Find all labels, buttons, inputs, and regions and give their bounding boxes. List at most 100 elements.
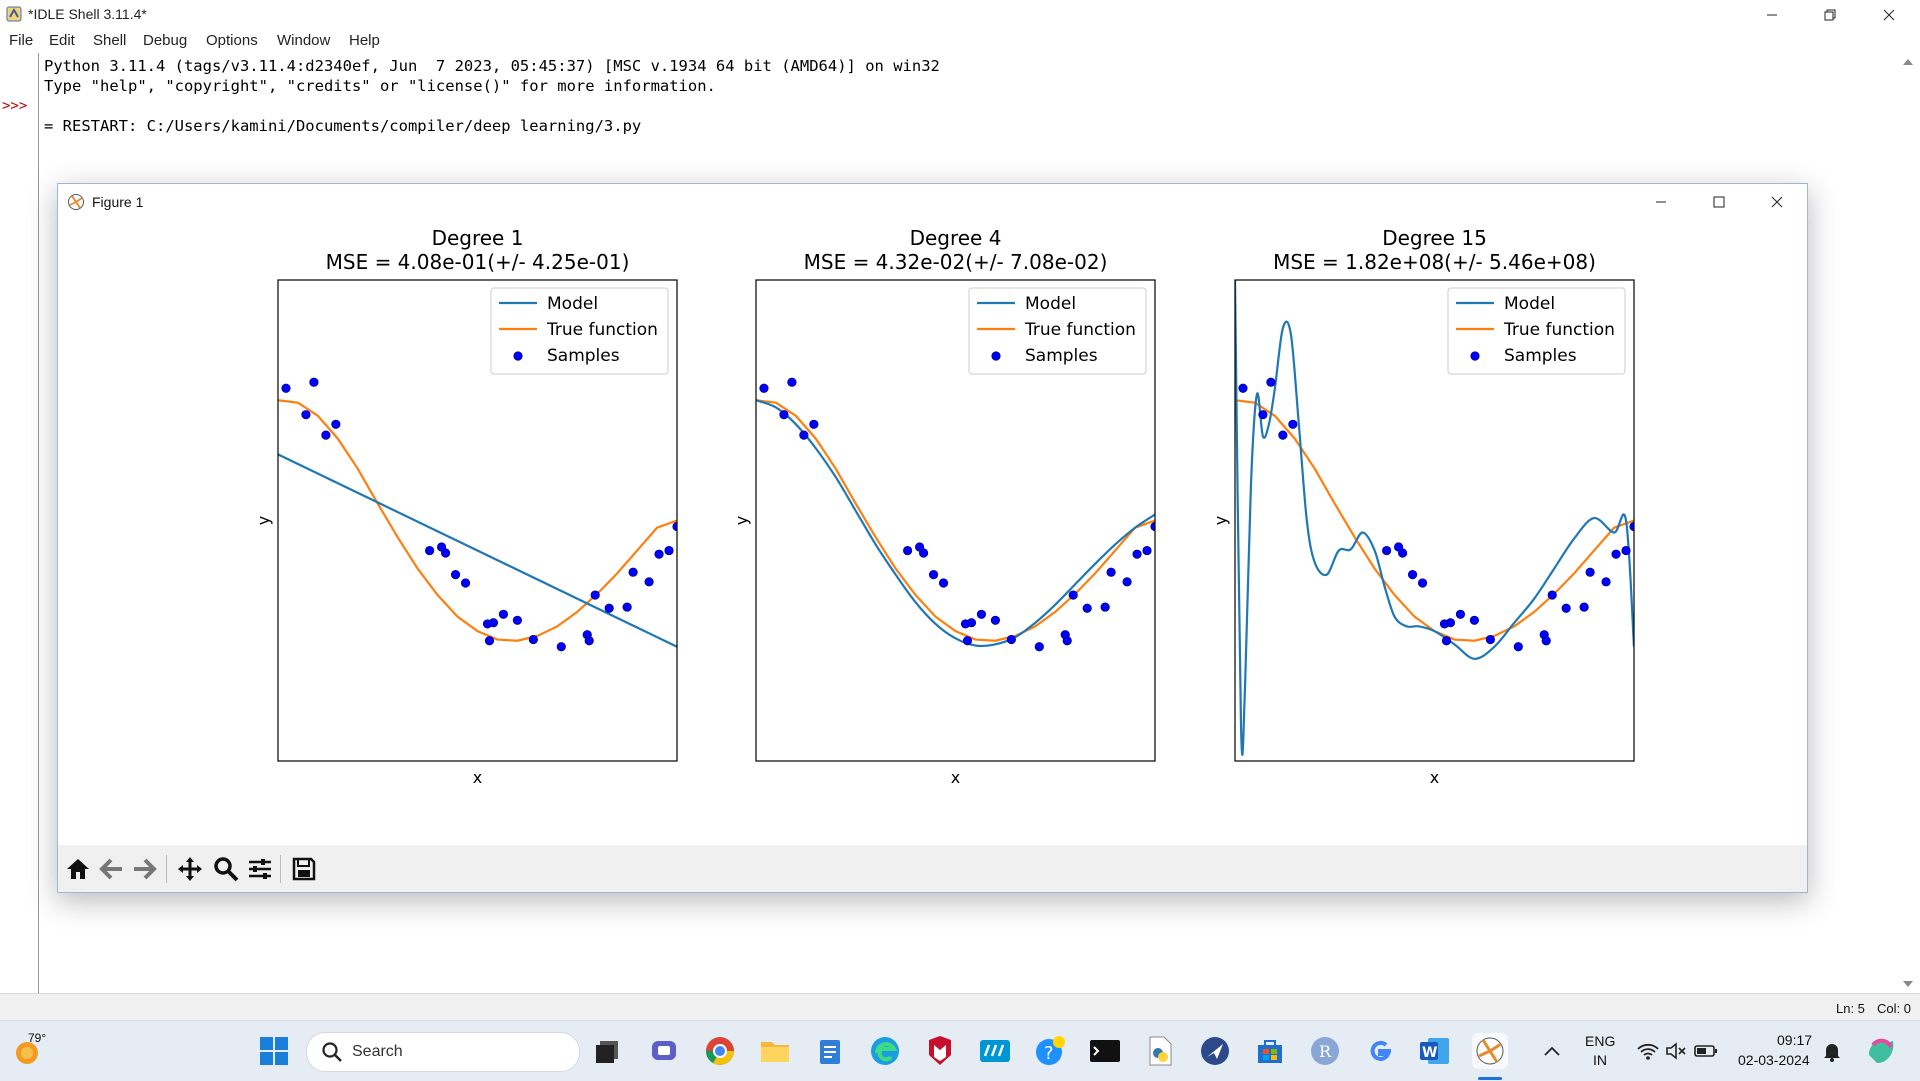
sample-point xyxy=(1601,577,1611,587)
sample-point xyxy=(440,548,451,558)
volume-muted-icon[interactable] xyxy=(1662,1033,1690,1069)
file-explorer-icon[interactable] xyxy=(757,1033,793,1069)
sample-point xyxy=(331,419,341,429)
terminal-icon[interactable] xyxy=(1087,1033,1123,1069)
sample-point xyxy=(1068,590,1078,600)
notification-bell-icon[interactable] xyxy=(1817,1033,1847,1069)
sample-point xyxy=(604,603,614,613)
menu-file[interactable]: File xyxy=(9,32,34,49)
clock-date[interactable]: 02-03-2024 xyxy=(1738,1052,1810,1068)
show-hidden-icons-chevron-icon[interactable] xyxy=(1534,1033,1570,1069)
sample-point xyxy=(799,430,809,440)
help-icon[interactable]: ? xyxy=(1032,1033,1068,1069)
shell-output-line[interactable]: Type "help", "copyright", "credits" or "… xyxy=(44,77,716,95)
chrome-icon[interactable] xyxy=(702,1033,738,1069)
mcafee-icon[interactable] xyxy=(922,1033,958,1069)
windows-start-icon[interactable] xyxy=(256,1033,292,1069)
menu-options[interactable]: Options xyxy=(206,32,258,49)
figure-maximize-button[interactable] xyxy=(1690,187,1748,216)
save-icon[interactable] xyxy=(288,853,320,885)
figure-toolbar xyxy=(58,845,1807,892)
toolbar-separator xyxy=(280,855,281,883)
sample-point xyxy=(1100,602,1110,612)
language-code[interactable]: ENG xyxy=(1585,1033,1616,1049)
sample-point xyxy=(1397,548,1408,558)
menu-help[interactable]: Help xyxy=(349,32,380,49)
menu-edit[interactable]: Edit xyxy=(49,32,75,49)
store-icon[interactable] xyxy=(1252,1033,1288,1069)
configure-subplots-icon[interactable] xyxy=(244,853,276,885)
true-function-line xyxy=(756,399,1155,642)
sample-point xyxy=(1469,615,1480,625)
home-icon[interactable] xyxy=(62,853,94,885)
python-file-icon[interactable] xyxy=(1142,1033,1178,1069)
zoom-icon[interactable] xyxy=(210,853,242,885)
sample-point xyxy=(309,377,319,387)
matplotlib-taskbar-icon[interactable] xyxy=(1472,1033,1508,1069)
battery-icon[interactable] xyxy=(1692,1033,1720,1069)
back-arrow-icon[interactable] xyxy=(96,853,128,885)
sample-point xyxy=(1258,410,1268,420)
word-icon[interactable]: W xyxy=(1417,1033,1453,1069)
sample-point xyxy=(1122,577,1132,587)
menu-bar: File Edit Shell Debug Options Window Hel… xyxy=(0,29,1920,53)
sample-point xyxy=(1541,636,1551,646)
figure-minimize-button[interactable] xyxy=(1632,187,1690,216)
minimize-button[interactable] xyxy=(1743,0,1801,29)
true-function-line xyxy=(278,399,677,642)
sample-point xyxy=(1611,549,1621,559)
restore-button[interactable] xyxy=(1801,0,1859,29)
wifi-icon[interactable] xyxy=(1634,1033,1662,1069)
language-region[interactable]: IN xyxy=(1593,1052,1607,1068)
status-bar: Ln: 5 Col: 0 xyxy=(0,993,1920,1021)
sample-point xyxy=(498,609,509,619)
subplot-mse: MSE = 1.82e+08(+/- 5.46e+08) xyxy=(1273,250,1596,274)
task-view-icon[interactable] xyxy=(590,1033,626,1069)
sample-point xyxy=(1382,545,1392,556)
close-button[interactable] xyxy=(1860,0,1918,29)
scroll-up-icon[interactable] xyxy=(1902,57,1914,67)
clock-time[interactable]: 09:17 xyxy=(1777,1032,1813,1048)
sample-point xyxy=(1278,430,1288,440)
weather-icon[interactable] xyxy=(10,1033,46,1069)
scroll-down-icon[interactable] xyxy=(1902,979,1914,989)
figure-window: Figure 1 Degree 1 MSE = 4.08e-01(+/- 4.25… xyxy=(57,183,1808,893)
notepad-icon[interactable] xyxy=(812,1033,848,1069)
model-line xyxy=(1235,280,1634,756)
shell-output-line[interactable]: Python 3.11.4 (tags/v3.11.4:d2340ef, Jun… xyxy=(44,57,940,75)
weather-temp: 79° xyxy=(28,1031,47,1045)
menu-shell[interactable]: Shell xyxy=(93,32,127,49)
status-line: Ln: 5 xyxy=(1836,1001,1865,1016)
myhp-icon[interactable] xyxy=(977,1033,1013,1069)
legend-label: Model xyxy=(1025,294,1076,314)
vertical-scrollbar[interactable] xyxy=(1896,53,1920,993)
legend-label: True function xyxy=(1503,320,1615,340)
window-title: *IDLE Shell 3.11.4* xyxy=(28,6,147,22)
r-app-icon[interactable]: R xyxy=(1307,1033,1343,1069)
forward-arrow-icon[interactable] xyxy=(128,853,160,885)
legend-samples-swatch xyxy=(991,351,1001,361)
sample-point xyxy=(644,577,654,587)
menu-window[interactable]: Window xyxy=(277,32,331,49)
sample-point xyxy=(512,615,522,625)
teams-chat-icon[interactable] xyxy=(646,1033,682,1069)
taskbar-search[interactable]: Search xyxy=(306,1032,580,1072)
sample-point xyxy=(450,570,461,580)
menu-debug[interactable]: Debug xyxy=(143,32,188,49)
sample-point xyxy=(1006,634,1016,645)
copilot-icon[interactable] xyxy=(1863,1033,1899,1069)
edge-icon[interactable] xyxy=(867,1033,903,1069)
axes-frame xyxy=(1234,279,1635,762)
sample-point xyxy=(425,545,435,556)
axes-frame xyxy=(755,279,1156,762)
sample-point xyxy=(779,410,789,420)
sample-point xyxy=(1082,603,1092,613)
shell-output-line[interactable]: = RESTART: C:/Users/kamini/Documents/com… xyxy=(44,117,642,135)
search-placeholder: Search xyxy=(352,1043,403,1060)
figure-close-button[interactable] xyxy=(1748,187,1806,216)
pan-icon[interactable] xyxy=(174,853,206,885)
google-icon[interactable] xyxy=(1362,1033,1398,1069)
arrow-app-icon[interactable] xyxy=(1197,1033,1233,1069)
